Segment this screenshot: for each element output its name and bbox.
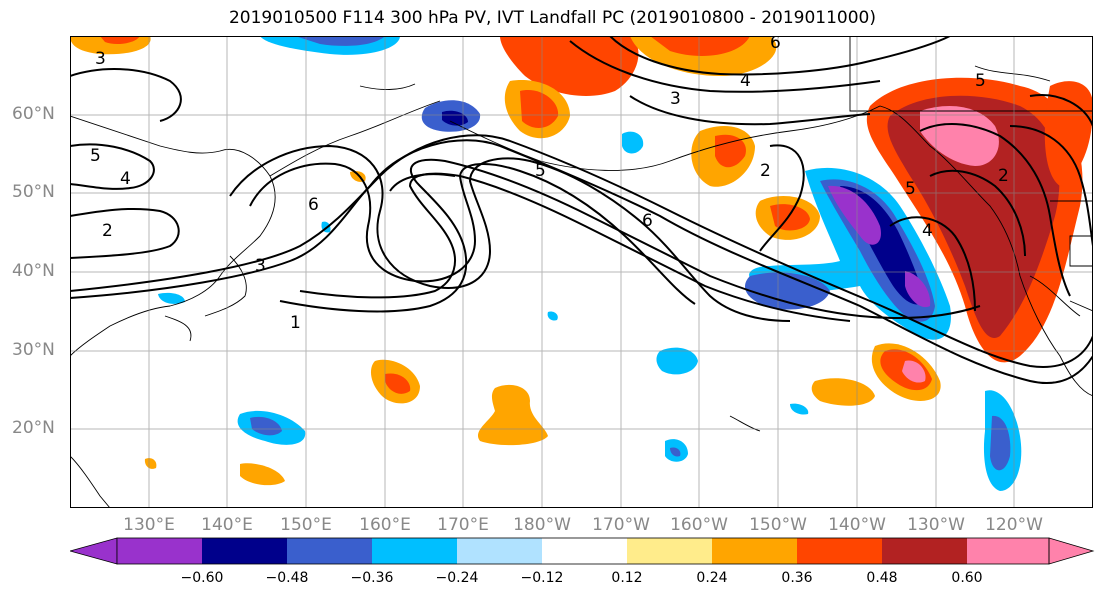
contour-label: 6 — [642, 211, 653, 231]
lat-label-20n: 20°N — [12, 418, 55, 438]
colorbar-swatch — [202, 538, 287, 564]
lon-label-130w: 130°W — [907, 515, 965, 535]
lon-label-170w: 170°W — [592, 515, 650, 535]
colorbar-swatch — [712, 538, 797, 564]
lat-label-40n: 40°N — [12, 261, 55, 281]
colorbar-swatch — [287, 538, 372, 564]
colorbar-tick: 0.60 — [951, 570, 983, 586]
colorbar-tick: −0.24 — [435, 570, 479, 586]
map-panel: 3 5 4 2 6 3 1 6 5 6 3 4 2 5 5 4 2 — [70, 36, 1093, 508]
contour-label: 5 — [905, 179, 916, 199]
pv-contours — [70, 36, 1093, 384]
lon-label-180w: 180°W — [513, 515, 571, 535]
contour-label: 2 — [760, 161, 771, 181]
colorbar-swatch — [967, 538, 1049, 564]
contour-label: 4 — [922, 221, 933, 241]
colorbar-swatch — [372, 538, 457, 564]
colorbar — [70, 537, 1095, 565]
figure-title: 2019010500 F114 300 hPa PV, IVT Landfall… — [228, 8, 876, 28]
lon-label-170e: 170°E — [437, 515, 489, 535]
contour-label: 4 — [740, 71, 751, 91]
colorbar-swatch — [542, 538, 627, 564]
lat-label-60n: 60°N — [12, 104, 55, 124]
lon-label-120w: 120°W — [985, 515, 1043, 535]
lon-label-150e: 150°E — [280, 515, 332, 535]
contour-label: 5 — [975, 71, 986, 91]
colorbar-tick: 0.24 — [696, 570, 728, 586]
contour-label: 5 — [535, 161, 546, 181]
colorbar-tick: −0.12 — [520, 570, 564, 586]
lon-label-160w: 160°W — [670, 515, 728, 535]
pc-shading — [70, 36, 1093, 491]
colorbar-tick: 0.12 — [611, 570, 643, 586]
contour-label: 3 — [95, 49, 106, 69]
contour-label: 1 — [290, 313, 301, 333]
contour-label: 3 — [670, 89, 681, 109]
contour-label: 6 — [770, 36, 781, 53]
colorbar-extend-high — [1048, 537, 1095, 565]
colorbar-swatch — [457, 538, 542, 564]
colorbar-tick: −0.60 — [180, 570, 224, 586]
contour-label: 3 — [255, 256, 266, 276]
contour-label: 5 — [90, 146, 101, 166]
lon-label-160e: 160°E — [359, 515, 411, 535]
colorbar-swatch — [882, 538, 967, 564]
contour-labels: 3 5 4 2 6 3 1 6 5 6 3 4 2 5 5 4 2 — [90, 36, 1009, 333]
colorbar-tick: 0.36 — [781, 570, 813, 586]
colorbar-tick: 0.48 — [866, 570, 898, 586]
lat-label-50n: 50°N — [12, 182, 55, 202]
lat-label-30n: 30°N — [12, 340, 55, 360]
contour-label: 6 — [308, 195, 319, 215]
lon-label-130e: 130°E — [123, 515, 175, 535]
colorbar-extend-low — [70, 537, 118, 565]
lon-label-140e: 140°E — [201, 515, 253, 535]
colorbar-swatch — [627, 538, 712, 564]
lon-label-150w: 150°W — [749, 515, 807, 535]
contour-label: 2 — [102, 221, 113, 241]
contour-label: 4 — [120, 169, 131, 189]
colorbar-tick: −0.36 — [350, 570, 394, 586]
contour-label: 2 — [998, 166, 1009, 186]
colorbar-swatch — [797, 538, 882, 564]
graticule — [70, 36, 1093, 508]
colorbar-tick: −0.48 — [265, 570, 309, 586]
lon-label-140w: 140°W — [828, 515, 886, 535]
colorbar-swatch — [117, 538, 202, 564]
